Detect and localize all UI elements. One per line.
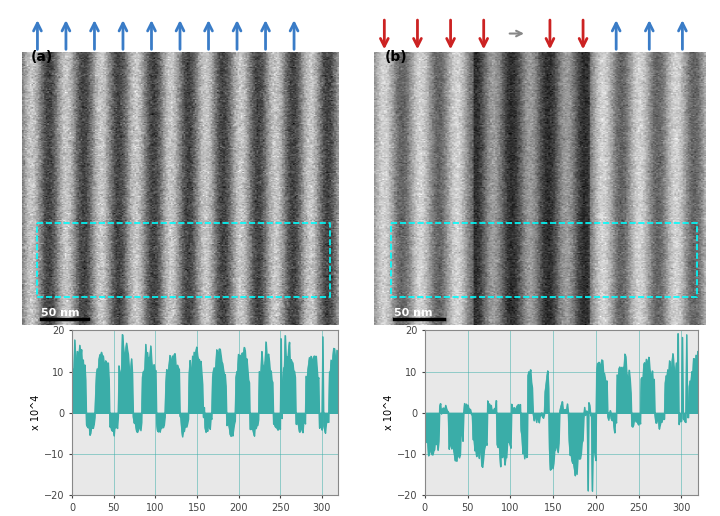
Text: 50 nm: 50 nm	[395, 308, 433, 318]
Y-axis label: x 10^4: x 10^4	[384, 395, 394, 430]
Text: (a): (a)	[31, 50, 53, 63]
Bar	[37, 222, 330, 297]
Y-axis label: x 10^4: x 10^4	[31, 395, 41, 430]
Text: 50 nm: 50 nm	[40, 308, 79, 318]
Text: (b): (b)	[384, 50, 407, 63]
Bar	[391, 222, 697, 297]
